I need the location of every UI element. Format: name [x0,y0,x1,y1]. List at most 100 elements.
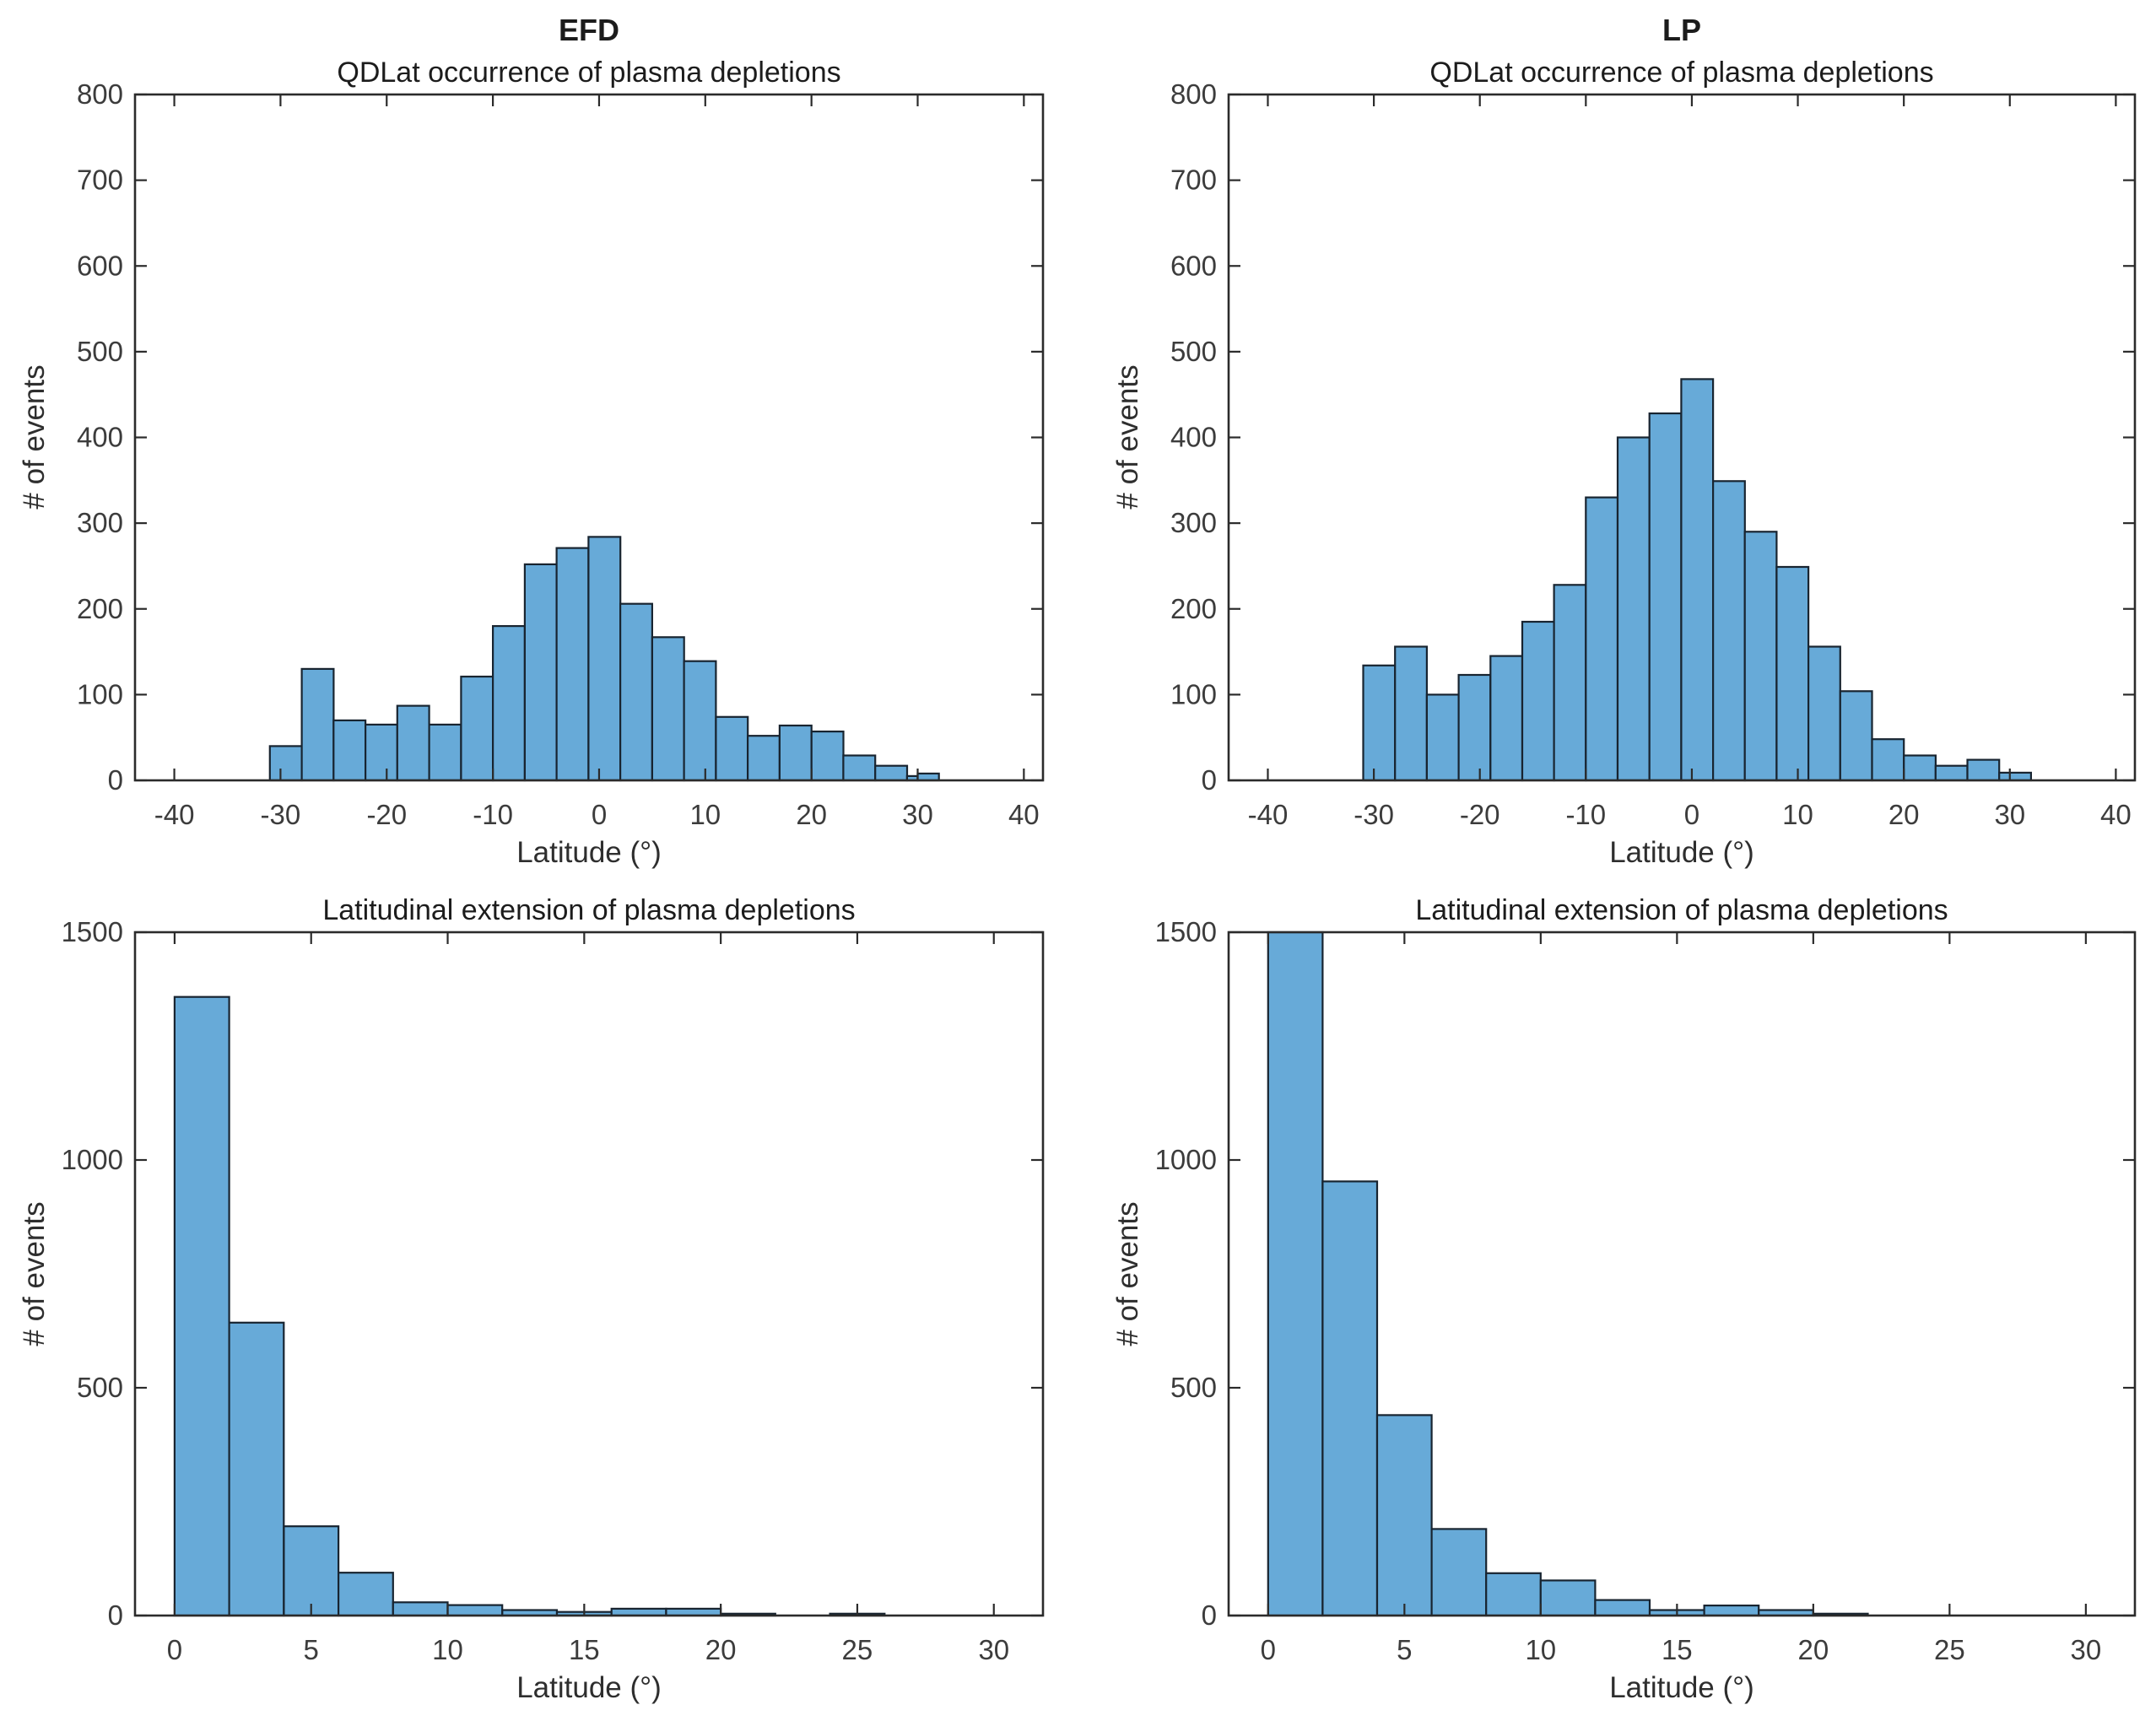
x-tick-label: 30 [978,1634,1009,1665]
x-tick-label: 15 [1662,1634,1693,1665]
x-tick-label: 10 [432,1634,463,1665]
tick-marks [135,93,1043,782]
x-tick-label: -10 [1565,799,1606,830]
histogram-bar [1585,496,1619,782]
histogram-bars [268,536,940,782]
histogram-bar [1807,645,1841,782]
histogram-bar [1321,1180,1379,1617]
histogram-bar [1871,738,1905,782]
histogram-bars [1267,931,1869,1617]
y-tick-label: 0 [1202,1600,1217,1631]
histogram-bar [1394,645,1428,782]
histogram-bar [332,719,367,782]
y-tick-label: 0 [108,1600,123,1631]
plot-title-lp-qdlat: QDLat occurrence of plasma depletions [1429,57,1933,89]
column-title-lp: LP [1662,13,1701,47]
x-tick-label: 40 [1008,799,1040,830]
x-tick-label: 5 [304,1634,319,1665]
histogram-bar [491,624,526,782]
y-tick-label: 700 [1170,165,1217,196]
histogram-bar [1616,436,1651,782]
histogram-bar [1594,1599,1651,1617]
tick-marks [135,931,1043,1617]
histogram-bar [1267,931,1324,1617]
x-axis-label: Latitude (°) [516,836,662,869]
y-tick-label: 1500 [62,916,123,947]
x-tick-label: 25 [842,1634,873,1665]
histogram-bar [1966,758,2001,782]
y-tick-label: 600 [1170,250,1217,281]
x-tick-label: 20 [705,1634,737,1665]
y-tick-label: 300 [1170,507,1217,538]
histogram-bar [396,704,430,782]
histogram-efd-extension: 0 5 10 15 20 25 30 0 500 1000 1500 [62,916,1045,1665]
histogram-bar [173,995,230,1617]
x-tick-label: -30 [1354,799,1394,830]
y-tick-label: 800 [1170,78,1217,110]
x-tick-label: 30 [2071,1634,2102,1665]
histogram-bar [1680,378,1715,782]
histogram-bar [1521,620,1555,782]
axes-frame [133,931,1045,1617]
y-tick-label: 300 [77,507,123,538]
histogram-bar [460,675,494,782]
tick-marks [1229,93,2135,782]
y-axis-label: # of events [18,364,51,509]
x-tick-label: 20 [1798,1634,1829,1665]
x-tick-label: 30 [902,799,933,830]
y-tick-label: 500 [1170,1372,1217,1403]
histogram-bars [1362,378,2032,782]
histogram-bar [365,723,399,782]
histogram-bar [1703,1604,1760,1617]
histogram-bar [1743,531,1778,782]
y-tick-label: 100 [1170,678,1217,709]
histogram-bar [446,1604,504,1617]
y-tick-label: 200 [1170,593,1217,624]
tick-labels: -40 -30 -20 -10 0 10 20 30 400100200300400500600… [1170,78,2132,830]
y-tick-label: 1000 [62,1144,123,1175]
histogram-bar [715,715,749,782]
x-tick-label: -40 [154,799,195,830]
y-tick-label: 400 [77,422,123,453]
tick-marks [1229,931,2135,1617]
histogram-bar [746,735,781,782]
histogram-bar [842,754,877,782]
x-tick-label: -10 [473,799,513,830]
y-tick-label: 600 [77,250,123,281]
histogram-bar [268,745,303,782]
x-tick-label: 20 [1889,799,1920,830]
x-tick-label: 10 [1782,799,1813,830]
histogram-bar [874,764,909,782]
histogram-bar [683,660,717,782]
x-tick-label: 15 [569,1634,600,1665]
y-tick-label: 500 [1170,336,1217,367]
y-tick-label: 100 [77,678,123,709]
x-tick-label: 0 [1261,1634,1276,1665]
y-tick-label: 1500 [1155,916,1217,947]
histogram-lp-qdlat: -40 -30 -20 -10 0 10 20 30 400100200300400500600… [1170,78,2137,830]
x-tick-label: 0 [1684,799,1699,830]
histogram-efd-qdlat: -40 -30 -20 -10 0 10 20 30 400100200300400500600… [77,78,1045,830]
x-axis-label: Latitude (°) [1609,836,1754,869]
histogram-bar [1539,1579,1597,1617]
x-tick-label: 30 [1994,799,2025,830]
histogram-bar [1553,584,1587,782]
tick-labels: -40 -30 -20 -10 0 10 20 30 400100200300400500600… [77,78,1040,830]
x-tick-label: 40 [2100,799,2132,830]
histogram-bar [428,723,462,782]
plot-title-efd-extension: Latitudinal extension of plasma depletio… [322,894,855,926]
histogram-bar [1362,664,1397,782]
histogram-bar [587,536,622,782]
histogram-bar [1934,764,1969,782]
x-tick-label: -30 [261,799,301,830]
y-tick-label: 400 [1170,422,1217,453]
x-tick-label: 10 [689,799,721,830]
x-tick-label: 5 [1397,1634,1412,1665]
histogram-bar [283,1525,340,1617]
y-tick-label: 500 [77,1372,123,1403]
histogram-bar [228,1321,285,1617]
y-tick-label: 500 [77,336,123,367]
x-axis-label: Latitude (°) [516,1671,662,1704]
x-axis-label: Latitude (°) [1609,1671,1754,1704]
y-axis-label: # of events [1111,1201,1144,1346]
